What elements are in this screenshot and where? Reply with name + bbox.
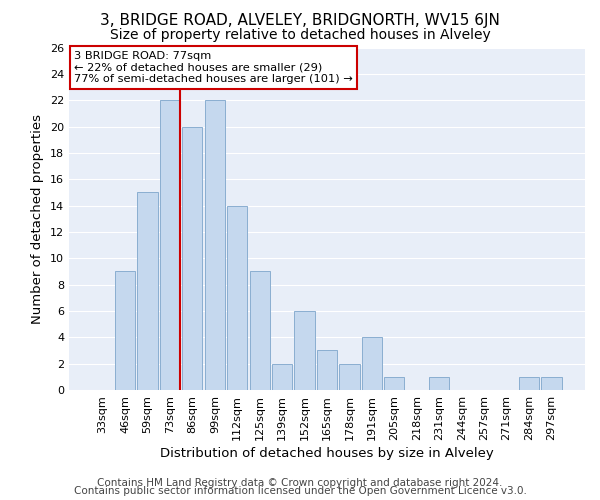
Bar bbox=[541, 377, 562, 390]
X-axis label: Distribution of detached houses by size in Alveley: Distribution of detached houses by size … bbox=[160, 447, 494, 460]
Text: 3 BRIDGE ROAD: 77sqm
← 22% of detached houses are smaller (29)
77% of semi-detac: 3 BRIDGE ROAD: 77sqm ← 22% of detached h… bbox=[74, 51, 353, 84]
Bar bbox=[362, 338, 382, 390]
Bar bbox=[137, 192, 158, 390]
Bar bbox=[384, 377, 404, 390]
Bar bbox=[295, 311, 314, 390]
Bar bbox=[317, 350, 337, 390]
Bar bbox=[227, 206, 247, 390]
Bar bbox=[160, 100, 180, 390]
Bar bbox=[115, 272, 135, 390]
Y-axis label: Number of detached properties: Number of detached properties bbox=[31, 114, 44, 324]
Bar bbox=[205, 100, 225, 390]
Bar bbox=[250, 272, 270, 390]
Text: Contains public sector information licensed under the Open Government Licence v3: Contains public sector information licen… bbox=[74, 486, 526, 496]
Text: Size of property relative to detached houses in Alveley: Size of property relative to detached ho… bbox=[110, 28, 490, 42]
Bar bbox=[429, 377, 449, 390]
Text: 3, BRIDGE ROAD, ALVELEY, BRIDGNORTH, WV15 6JN: 3, BRIDGE ROAD, ALVELEY, BRIDGNORTH, WV1… bbox=[100, 12, 500, 28]
Bar bbox=[340, 364, 359, 390]
Bar bbox=[182, 126, 202, 390]
Bar bbox=[519, 377, 539, 390]
Bar bbox=[272, 364, 292, 390]
Text: Contains HM Land Registry data © Crown copyright and database right 2024.: Contains HM Land Registry data © Crown c… bbox=[97, 478, 503, 488]
